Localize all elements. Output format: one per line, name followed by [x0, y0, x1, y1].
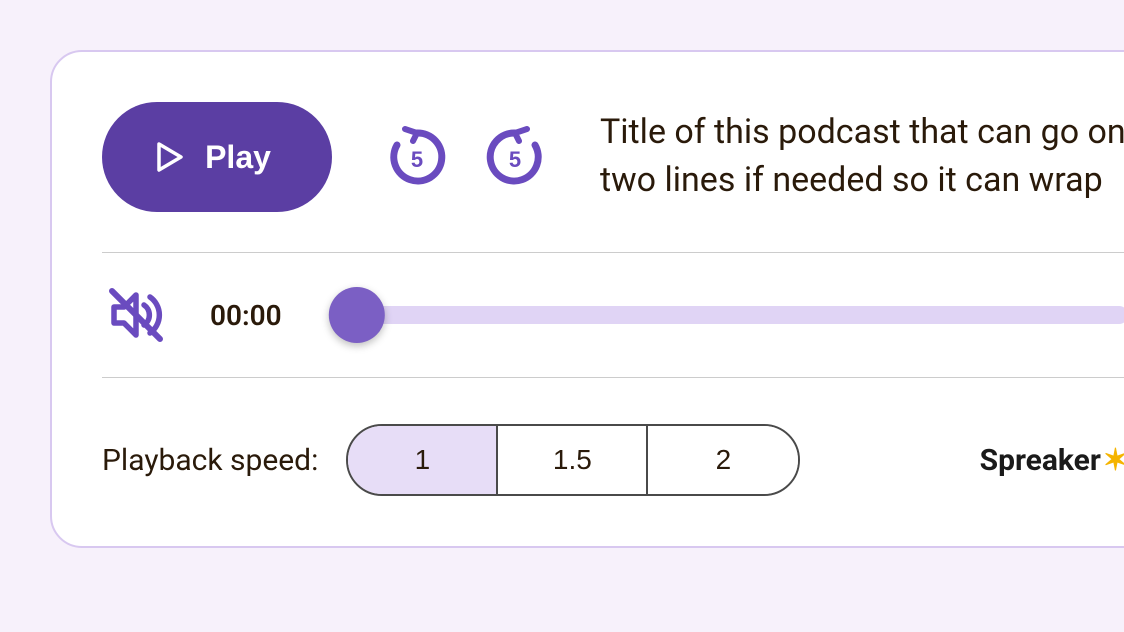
progress-row: 00:00 — [102, 253, 1124, 378]
rewind-5-icon: 5 — [385, 125, 449, 189]
rewind-5-button[interactable]: 5 — [382, 122, 452, 192]
play-icon — [157, 142, 183, 172]
forward-5-icon: 5 — [483, 125, 547, 189]
mute-button[interactable] — [102, 281, 170, 349]
svg-text:5: 5 — [509, 147, 521, 172]
playback-speed-label: Playback speed: — [102, 443, 318, 478]
forward-5-button[interactable]: 5 — [480, 122, 550, 192]
playback-speed-group: 1 1.5 2 — [346, 424, 800, 496]
play-button[interactable]: Play — [102, 102, 332, 212]
progress-slider[interactable] — [340, 287, 1124, 343]
svg-text:5: 5 — [411, 147, 423, 172]
bottom-row: Playback speed: 1 1.5 2 Spreaker✶ — [102, 378, 1124, 496]
volume-muted-icon — [104, 283, 168, 347]
speed-option-2[interactable]: 2 — [648, 426, 798, 494]
top-controls-row: Play 5 5 Title of this podcast that can … — [102, 102, 1124, 212]
progress-track — [340, 306, 1124, 324]
speed-option-1-5[interactable]: 1.5 — [498, 426, 648, 494]
current-time: 00:00 — [210, 299, 300, 332]
brand-accent-icon: ✶ — [1103, 443, 1124, 478]
brand-logo[interactable]: Spreaker✶ — [980, 443, 1124, 478]
podcast-title: Title of this podcast that can go on two… — [600, 109, 1124, 204]
seek-buttons-group: 5 5 — [382, 122, 550, 192]
brand-name: Spreaker — [980, 443, 1101, 478]
podcast-player-card: Play 5 5 Title of this podcast that can … — [50, 50, 1124, 548]
progress-thumb[interactable] — [329, 287, 385, 343]
speed-option-1[interactable]: 1 — [348, 426, 498, 494]
play-button-label: Play — [205, 139, 271, 176]
